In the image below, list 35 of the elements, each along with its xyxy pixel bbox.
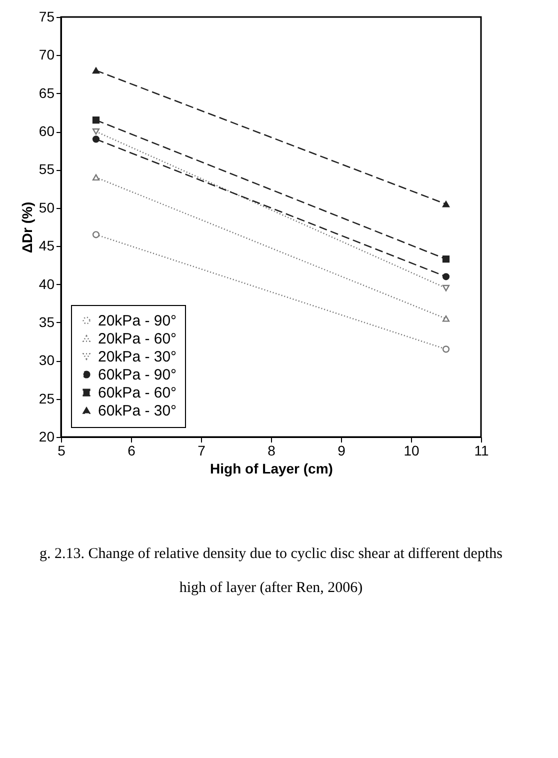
y-tick-label: 55 (38, 161, 55, 178)
point (442, 273, 450, 280)
y-tick-label: 45 (38, 238, 55, 254)
point (92, 136, 100, 143)
x-tick-label: 7 (198, 442, 206, 458)
legend-label: 20kPa - 60° (98, 330, 177, 348)
y-tick-label: 65 (38, 84, 55, 101)
y-tick-label: 50 (38, 199, 55, 216)
legend-label: 60kPa - 30° (98, 402, 177, 420)
y-tick-label: 75 (38, 8, 55, 24)
point (442, 256, 450, 263)
legend-label: 20kPa - 90° (98, 312, 177, 330)
point (92, 231, 100, 238)
text: high of layer (after Ren, 2006) (179, 580, 363, 596)
x-tick-label: 6 (128, 442, 136, 458)
y-tick-label: 70 (38, 46, 55, 63)
x-axis-title: High of Layer (cm) (210, 460, 333, 476)
legend-label: 60kPa - 90° (98, 366, 177, 384)
legend-label: 60kPa - 60° (98, 384, 177, 402)
x-tick-label: 10 (404, 442, 420, 458)
y-tick-label: 35 (38, 314, 55, 330)
x-tick-label: 9 (338, 442, 346, 458)
y-axis-title: ΔDr (%) (18, 202, 35, 254)
legend-label: 20kPa - 30° (98, 348, 177, 366)
y-tick-label: 60 (38, 123, 55, 140)
y-tick-label: 25 (38, 390, 55, 406)
y-tick-label: 20 (38, 428, 55, 444)
y-tick-label: 30 (38, 352, 55, 368)
y-tick-label: 40 (38, 276, 55, 292)
point (442, 346, 450, 353)
text: g. 2.13. Change of relative density due to cyclic disc shear at different depths (40, 546, 503, 562)
x-tick-label: 8 (268, 442, 276, 458)
x-tick-label: 11 (474, 442, 489, 458)
point (92, 116, 100, 124)
x-tick-label: 5 (58, 442, 66, 458)
